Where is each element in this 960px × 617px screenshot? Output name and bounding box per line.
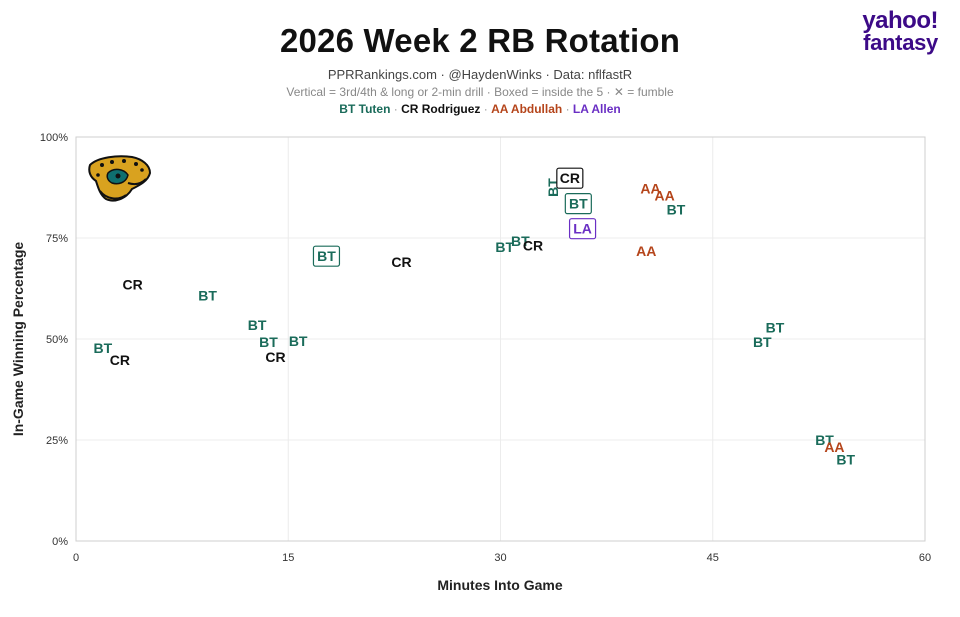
point-label: AA	[640, 180, 660, 196]
point-label: BT	[766, 320, 785, 336]
y-tick-label: 25%	[46, 435, 68, 447]
data-point-aa: AA	[636, 243, 656, 259]
point-label: BT	[667, 202, 686, 218]
point-box	[312, 245, 341, 267]
point-box	[568, 218, 597, 240]
x-tick-label: 30	[494, 552, 506, 564]
legend-separator: ·	[393, 102, 402, 116]
axis-ticks: 0 15 30 45 60 0% 25% 50% 75% 100%	[40, 132, 931, 564]
point-label: BT	[198, 287, 217, 303]
data-point-bt: BT	[259, 334, 278, 350]
point-label: AA	[636, 243, 656, 259]
data-point-bt: BT	[667, 202, 686, 218]
point-label: CR	[110, 352, 130, 368]
data-point-bt: BT	[312, 245, 341, 267]
data-point-aa: AA	[640, 180, 660, 196]
point-label: CR	[391, 254, 411, 270]
point-box	[564, 193, 592, 215]
legend-item-allen: LA Allen	[572, 102, 621, 116]
legend-item-tuten: BT Tuten	[339, 102, 391, 116]
data-point-bt: BT	[248, 317, 267, 333]
point-label: BT	[259, 334, 278, 350]
data-point-bt: BT	[289, 333, 308, 349]
data-point-aa: AA	[824, 439, 844, 455]
brand-line-1: yahoo!	[862, 7, 938, 34]
y-tick-label: 75%	[46, 233, 68, 245]
plot-frame	[75, 136, 926, 542]
y-axis-label: In-Game Winning Percentage	[10, 242, 26, 437]
data-point-cr: CR	[265, 349, 285, 365]
yahoo-fantasy-logo: yahoo! fantasy	[828, 7, 938, 55]
legend-item-rodriguez: CR Rodriguez	[401, 102, 481, 116]
x-tick-label: 0	[73, 552, 79, 564]
data-point-bt: BT	[511, 233, 530, 249]
point-label: CR	[122, 276, 142, 292]
x-axis-label: Minutes Into Game	[437, 577, 562, 593]
point-label: CR	[523, 237, 543, 253]
y-tick-label: 50%	[46, 334, 68, 346]
data-point-cr: CR	[556, 167, 584, 189]
data-point-cr: CR	[110, 352, 130, 368]
data-point-cr: CR	[122, 276, 142, 292]
data-point-bt: BT	[766, 320, 785, 336]
data-point-bt: BT	[753, 334, 772, 350]
point-label: BT	[511, 233, 530, 249]
x-tick-label: 45	[707, 552, 719, 564]
chart-title: 2026 Week 2 RB Rotation	[279, 22, 681, 59]
data-point-bt: BT	[495, 239, 514, 255]
point-label: BT	[317, 248, 336, 264]
data-point-bt: BT	[836, 451, 855, 467]
data-point-bt: BT	[198, 287, 217, 303]
legend-item-abdullah: AA Abdullah	[491, 102, 563, 116]
point-label: BT	[569, 196, 588, 212]
data-point-aa: AA	[655, 188, 675, 204]
y-tick-label: 100%	[40, 132, 68, 144]
point-label: AA	[824, 439, 844, 455]
point-label: BT	[94, 340, 113, 356]
brand-line-2: fantasy	[863, 30, 938, 55]
point-box	[556, 167, 584, 189]
x-tick-label: 60	[919, 552, 931, 564]
point-label: LA	[573, 221, 592, 237]
point-label: BT	[289, 333, 308, 349]
point-label: BT	[836, 451, 855, 467]
point-label: AA	[655, 188, 675, 204]
data-point-bt: BT	[94, 340, 113, 356]
data-point-bt: BT	[564, 193, 592, 215]
legend: BT Tuten · CR Rodriguez · AA Abdullah · …	[0, 102, 960, 116]
point-label: BT	[248, 317, 267, 333]
point-label: BT	[815, 432, 834, 448]
chart-caption: Vertical = 3rd/4th & long or 2-min drill…	[286, 85, 674, 99]
legend-separator: ·	[483, 102, 492, 116]
data-point-cr: CR	[391, 254, 411, 270]
point-label: CR	[265, 349, 285, 365]
data-point-bt: BT	[815, 432, 834, 448]
point-label: CR	[560, 170, 580, 186]
x-tick-label: 15	[282, 552, 294, 564]
chart-subtitle: PPRRankings.com · @HaydenWinks · Data: n…	[327, 67, 633, 82]
y-tick-label: 0%	[52, 536, 68, 548]
grid-lines	[75, 136, 926, 542]
point-label: BT	[495, 239, 514, 255]
legend-separator: ·	[565, 102, 573, 116]
jaguar-head-icon	[88, 155, 152, 202]
point-label: BT	[753, 334, 772, 350]
data-point-la: LA	[568, 218, 597, 240]
data-point-cr: CR	[523, 237, 543, 253]
